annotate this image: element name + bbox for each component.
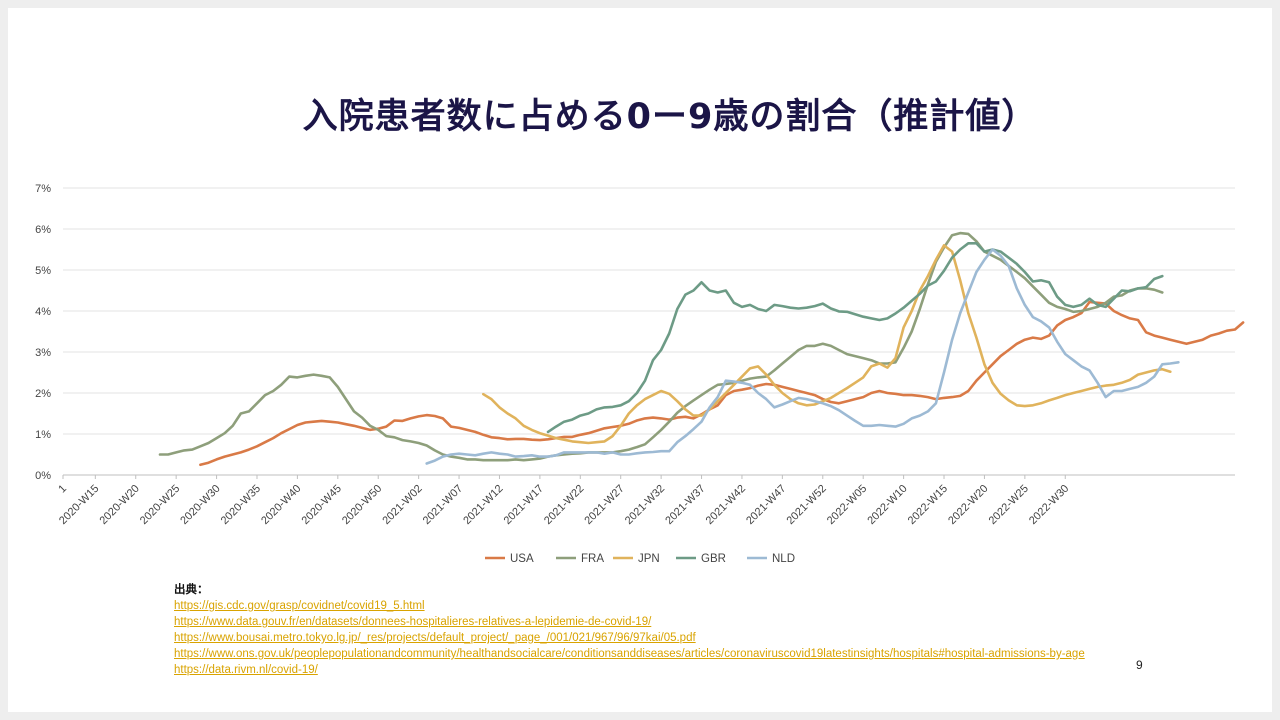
x-tick-label: 2020-W20 [97,483,141,527]
source-link-cdc[interactable]: https://gis.cdc.gov/grasp/covidnet/covid… [174,600,425,612]
x-tick-label: 2021-W37 [663,483,707,527]
legend-label-nld: NLD [772,553,795,565]
x-tick-label: 2022-W10 [865,483,909,527]
y-tick-label: 6% [35,224,51,236]
legend-label-gbr: GBR [701,553,726,565]
y-tick-label: 3% [35,347,51,359]
source-link-ons[interactable]: https://www.ons.gov.uk/peoplepopulationa… [174,648,1085,660]
y-tick-label: 5% [35,265,51,277]
x-tick-label: 2021-W02 [380,483,424,527]
series-line-fra [158,231,1164,462]
x-tick-label: 2022-W20 [946,483,990,527]
page-number: 9 [1136,658,1143,672]
slide [8,8,1272,712]
x-tick-label: 2021-W27 [582,483,626,527]
y-tick-label: 2% [35,388,51,400]
x-tick-label: 2021-W32 [623,483,667,527]
x-tick-label: 2020-W40 [259,483,303,527]
y-tick-label: 0% [35,470,51,482]
x-tick-label: 2021-W42 [704,483,748,527]
series-line-nld [425,248,1180,465]
x-tick-label: 2022-W30 [1027,483,1071,527]
slide-title: 入院患者数に占める0ー9歳の割合（推計値） [302,97,1038,137]
source-link-tokyo[interactable]: https://www.bousai.metro.tokyo.lg.jp/_re… [174,632,696,644]
legend-label-usa: USA [510,553,534,565]
x-tick-label: 2021-W07 [421,483,465,527]
x-tick-label: 2020-W30 [178,483,222,527]
x-tick-label: 2021-W22 [542,483,586,527]
x-tick-label: 2022-W25 [987,483,1031,527]
x-tick-label: 2020-W25 [138,483,182,527]
source-link-data-gouv[interactable]: https://www.data.gouv.fr/en/datasets/don… [174,616,652,628]
y-tick-label: 7% [35,183,51,195]
line-chart: 0%1%2%3%4%5%6%7%12020-W152020-W202020-W2… [35,183,1245,565]
sources-label: 出典： [174,584,209,596]
x-tick-label: 1 [56,483,69,496]
x-tick-label: 2021-W17 [502,483,546,527]
legend-label-fra: FRA [581,553,604,565]
source-link-rivm[interactable]: https://data.rivm.nl/covid-19/ [174,664,318,676]
x-tick-label: 2022-W15 [906,483,950,527]
y-tick-label: 1% [35,429,51,441]
x-tick-label: 2021-W47 [744,483,788,527]
x-tick-label: 2020-W45 [300,483,344,527]
x-tick-label: 2021-W12 [461,483,505,527]
y-tick-label: 4% [35,306,51,318]
series-line-gbr [546,242,1164,434]
legend-label-jpn: JPN [638,553,660,565]
x-tick-label: 2022-W05 [825,483,869,527]
sources-block: 出典： https://gis.cdc.gov/grasp/covidnet/c… [174,582,1085,678]
x-tick-label: 2020-W50 [340,483,384,527]
series-line-jpn [481,244,1172,445]
x-tick-label: 2021-W52 [785,483,829,527]
x-tick-label: 2020-W35 [219,483,263,527]
